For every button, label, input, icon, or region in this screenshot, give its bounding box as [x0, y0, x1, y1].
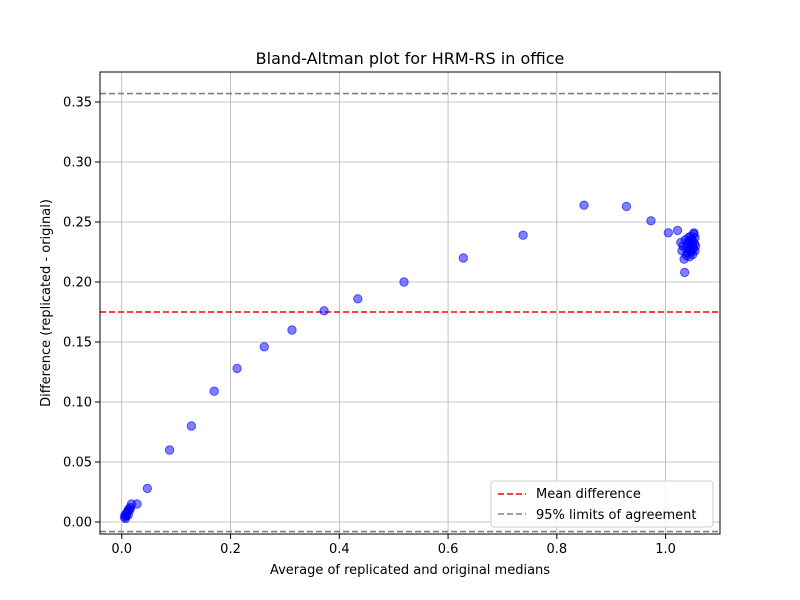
data-point [672, 225, 683, 236]
y-tick-label: 0.30 [63, 156, 92, 171]
y-tick-label: 0.00 [63, 516, 92, 531]
data-point [132, 499, 142, 509]
data-points [119, 200, 701, 524]
data-point [353, 294, 363, 304]
y-axis-label: Difference (replicated - original) [39, 199, 54, 407]
data-point [621, 201, 632, 212]
data-point [681, 250, 691, 261]
data-point [399, 277, 409, 287]
y-axis-ticks: 0.00 0.05 0.10 0.15 0.20 0.25 0.30 0.35 [63, 96, 100, 531]
data-point [120, 513, 131, 524]
data-point [259, 342, 269, 352]
data-point [458, 253, 468, 263]
x-axis-ticks: 0.0 0.2 0.4 0.6 0.8 1.0 [111, 534, 676, 557]
x-tick-label: 0.4 [329, 542, 350, 557]
data-point [646, 216, 656, 226]
y-tick-label: 0.35 [63, 96, 92, 111]
x-tick-label: 0.2 [220, 542, 241, 557]
reference-lines [100, 92, 720, 533]
chart-title: Bland-Altman plot for HRM-RS in office [256, 49, 565, 68]
legend: Mean difference 95% limits of agreement [490, 480, 714, 528]
data-point [579, 200, 589, 210]
data-point [164, 445, 175, 455]
data-point [186, 421, 197, 431]
data-point [209, 386, 219, 396]
x-tick-label: 1.0 [655, 542, 676, 557]
y-tick-label: 0.25 [63, 216, 92, 231]
data-point [663, 228, 674, 238]
y-tick-label: 0.05 [63, 456, 92, 471]
data-point [319, 306, 329, 316]
data-point [142, 483, 153, 494]
legend-mean-label: Mean difference [536, 487, 641, 502]
grid-lines [100, 72, 720, 534]
data-point [232, 363, 242, 374]
x-tick-label: 0.0 [111, 542, 132, 557]
legend-limits-label: 95% limits of agreement [536, 508, 696, 523]
x-axis-label: Average of replicated and original media… [270, 563, 550, 578]
y-tick-label: 0.20 [63, 276, 92, 291]
data-point [679, 267, 690, 278]
data-point [518, 230, 528, 240]
data-point [287, 325, 297, 335]
y-tick-label: 0.10 [63, 396, 92, 411]
plot-area-frame [99, 71, 721, 535]
y-tick-label: 0.15 [63, 336, 92, 351]
x-tick-label: 0.6 [438, 542, 459, 557]
legend-box [490, 480, 714, 528]
x-tick-label: 0.8 [546, 542, 567, 557]
data-point [685, 231, 696, 242]
